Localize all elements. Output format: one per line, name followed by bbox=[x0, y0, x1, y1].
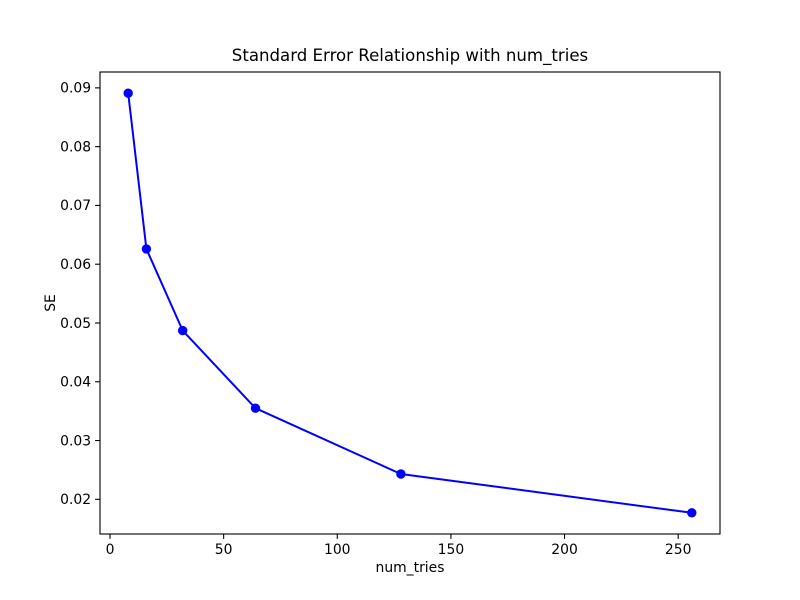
y-tick-label: 0.03 bbox=[60, 433, 91, 449]
data-series bbox=[123, 88, 697, 518]
y-tick-label: 0.02 bbox=[60, 492, 91, 508]
y-tick-label: 0.04 bbox=[60, 375, 91, 391]
data-point-marker bbox=[250, 403, 261, 413]
data-point-marker bbox=[178, 325, 188, 336]
axes: 0 50 100 150 200 250 0.02 0.03 0.04 0.05 0.06 0.07 0… bbox=[60, 71, 721, 558]
y-tick-label: 0.07 bbox=[60, 198, 91, 214]
x-tick-label: 150 bbox=[438, 542, 465, 558]
x-tick-label: 200 bbox=[551, 542, 578, 558]
axes-spines bbox=[99, 71, 721, 535]
y-tick-label: 0.06 bbox=[60, 257, 91, 273]
x-tick-label: 250 bbox=[665, 542, 692, 558]
y-axis-label: SE bbox=[43, 294, 59, 312]
chart-title: Standard Error Relationship with num_tri… bbox=[232, 46, 588, 66]
axes-background bbox=[100, 72, 720, 534]
series-line bbox=[127, 93, 692, 514]
y-tick-label: 0.09 bbox=[60, 81, 91, 97]
x-axis-label: num_tries bbox=[376, 560, 445, 576]
x-tick-label: 100 bbox=[324, 542, 351, 558]
data-point-marker bbox=[123, 88, 133, 98]
data-point-marker bbox=[141, 244, 152, 254]
data-point-marker bbox=[687, 508, 697, 518]
x-tick-label: 50 bbox=[215, 542, 233, 558]
data-point-marker bbox=[396, 469, 406, 479]
y-tick-label: 0.05 bbox=[60, 316, 91, 332]
x-tick-label: 0 bbox=[106, 542, 115, 558]
y-tick-label: 0.08 bbox=[60, 139, 91, 155]
